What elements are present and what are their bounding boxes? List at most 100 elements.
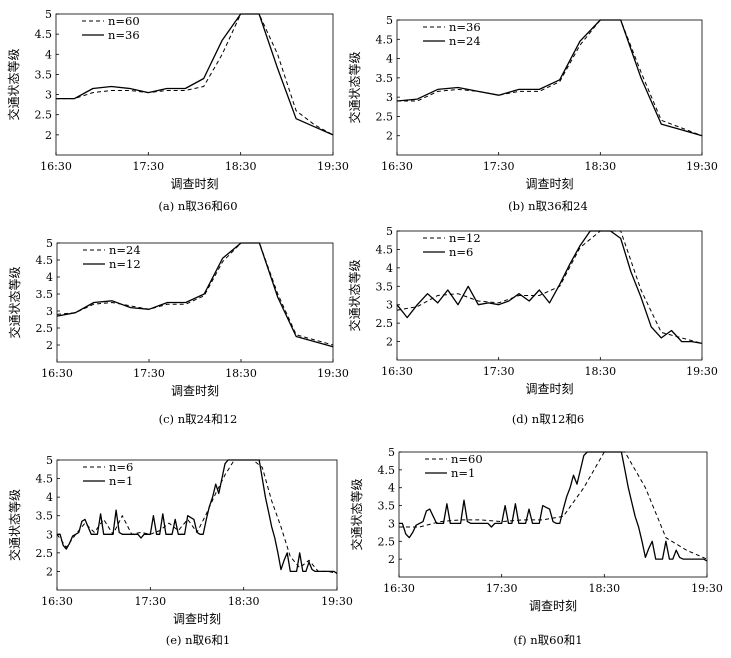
series-line-dashed — [56, 242, 334, 346]
panel-d: 2 2.5 3 3.5 4 4.5 5 16:30 17:30 18:30 19:30 交通状态等级调… — [347, 225, 718, 426]
y-tick-label: 4.5 — [35, 28, 53, 41]
legend-label: n=12 — [449, 231, 481, 245]
y-tick-label: 5 — [46, 454, 53, 467]
y-tick-label: 3 — [46, 528, 53, 541]
x-axis-label: 调查时刻 — [525, 382, 573, 396]
y-tick-label: 4 — [46, 271, 53, 284]
legend-label: n=1 — [451, 466, 475, 480]
x-tick-label: 17:30 — [132, 160, 164, 173]
x-tick-label: 16:30 — [381, 160, 413, 173]
y-tick-label: 3 — [46, 305, 53, 318]
panel-caption: (d) n取12和6 — [512, 412, 584, 426]
x-axis-label: 调查时刻 — [171, 384, 219, 398]
y-tick-label: 3.5 — [36, 510, 54, 523]
x-tick-label: 18:30 — [584, 365, 616, 378]
y-axis-label: 交通状态等级 — [7, 266, 22, 338]
x-tick-label: 19:30 — [686, 365, 718, 378]
y-tick-label: 3.5 — [376, 280, 394, 293]
y-axis-label: 交通状态等级 — [349, 478, 364, 550]
x-tick-label: 18:30 — [588, 582, 620, 595]
y-tick-label: 5 — [386, 14, 393, 27]
series-line-solid — [56, 13, 334, 136]
y-tick-label: 4 — [386, 262, 393, 275]
y-tick-label: 2.5 — [36, 322, 54, 335]
series-line-dashed — [397, 19, 703, 137]
y-tick-label: 5 — [388, 446, 395, 459]
x-tick-label: 16:30 — [381, 365, 413, 378]
y-tick-label: 4.5 — [378, 464, 396, 477]
y-tick-label: 2 — [386, 130, 393, 143]
x-tick-label: 17:30 — [483, 365, 515, 378]
panel-a: 2 2.5 3 3.5 4 4.5 5 16:30 17:30 18:30 19:30 交通状态等级调… — [6, 8, 349, 213]
legend-label: n=36 — [108, 28, 140, 42]
plot-frame — [55, 13, 334, 156]
plot-frame — [56, 459, 338, 591]
plot-frame — [396, 230, 703, 361]
y-tick-label: 5 — [386, 225, 393, 238]
y-tick-label: 3 — [45, 89, 52, 102]
y-axis-label: 交通状态等级 — [347, 259, 362, 331]
y-tick-label: 2 — [388, 553, 395, 566]
panel-caption: (b) n取36和24 — [508, 199, 588, 213]
series-line-solid — [57, 459, 338, 574]
y-tick-label: 5 — [46, 237, 53, 250]
y-tick-label: 2.5 — [378, 535, 396, 548]
panel-caption: (f) n取60和1 — [513, 633, 582, 647]
y-tick-label: 2 — [46, 565, 53, 578]
y-tick-label: 4 — [45, 48, 52, 61]
panel-e: 2 2.5 3 3.5 4 4.5 5 16:30 17:30 18:30 19:30 交通状态等级调… — [7, 454, 353, 647]
series-line-dashed — [399, 451, 708, 560]
x-tick-label: 19:30 — [686, 160, 718, 173]
y-tick-label: 4 — [386, 53, 393, 66]
x-tick-label: 18:30 — [225, 160, 257, 173]
y-tick-label: 2 — [46, 339, 53, 352]
panel-caption: (e) n取6和1 — [166, 633, 230, 647]
panel-c: 2 2.5 3 3.5 4 4.5 5 16:30 17:30 18:30 19:30 交通状态等级调… — [7, 237, 349, 426]
y-tick-label: 3.5 — [378, 500, 396, 513]
x-tick-label: 18:30 — [225, 367, 257, 380]
y-tick-label: 2.5 — [35, 109, 53, 122]
series-line-solid — [396, 19, 703, 137]
y-axis-label: 交通状态等级 — [6, 48, 21, 120]
x-tick-label: 19:30 — [321, 595, 353, 608]
series-line-dashed — [56, 13, 334, 136]
x-tick-label: 17:30 — [486, 582, 518, 595]
y-tick-label: 3 — [388, 517, 395, 530]
y-tick-label: 2.5 — [376, 317, 394, 330]
x-axis-label: 调查时刻 — [173, 612, 221, 626]
series-line-solid — [399, 451, 708, 562]
y-tick-label: 4 — [46, 491, 53, 504]
y-tick-label: 3 — [386, 91, 393, 104]
legend-label: n=6 — [109, 460, 133, 474]
panel-b: 2 2.5 3 3.5 4 4.5 5 16:30 17:30 18:30 19:30 交通状态等级调… — [347, 14, 718, 213]
legend-label: n=12 — [109, 257, 141, 271]
series-line-solid — [56, 242, 334, 348]
x-tick-label: 17:30 — [133, 367, 165, 380]
legend-label: n=6 — [449, 245, 473, 259]
x-axis-label: 调查时刻 — [529, 599, 577, 613]
panel-caption: (a) n取36和60 — [158, 199, 237, 213]
panel-f: 2 2.5 3 3.5 4 4.5 5 16:30 17:30 18:30 19:30 交通状态等级调… — [349, 446, 723, 647]
y-axis-label: 交通状态等级 — [347, 51, 362, 123]
y-tick-label: 4 — [388, 482, 395, 495]
x-tick-label: 18:30 — [228, 595, 260, 608]
x-axis-label: 调查时刻 — [170, 177, 218, 191]
y-tick-label: 2 — [386, 336, 393, 349]
x-tick-label: 19:30 — [317, 160, 349, 173]
y-tick-label: 4.5 — [36, 473, 54, 486]
x-axis-label: 调查时刻 — [525, 177, 573, 191]
y-tick-label: 2.5 — [36, 547, 54, 560]
y-tick-label: 5 — [45, 8, 52, 21]
y-tick-label: 3.5 — [36, 288, 54, 301]
x-tick-label: 16:30 — [41, 595, 73, 608]
legend-label: n=24 — [109, 243, 141, 257]
legend-label: n=60 — [108, 14, 140, 28]
y-tick-label: 2 — [45, 129, 52, 142]
x-tick-label: 16:30 — [41, 367, 73, 380]
series-line-dashed — [56, 459, 338, 574]
panel-caption: (c) n取24和12 — [159, 412, 238, 426]
legend-label: n=36 — [449, 20, 481, 34]
legend-label: n=24 — [449, 34, 481, 48]
x-tick-label: 19:30 — [691, 582, 723, 595]
